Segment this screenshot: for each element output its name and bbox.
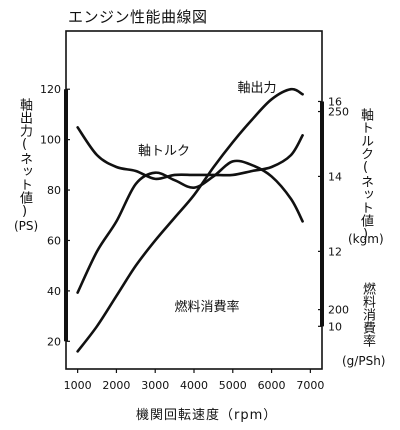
torque-axis-unit: (kgm) (348, 232, 384, 246)
torque-tick-label: 16 (328, 95, 342, 108)
plot-frame (65, 30, 323, 370)
left-tick-label: 20 (47, 335, 61, 348)
torque-tick-label: 12 (328, 245, 342, 258)
series-line (76, 126, 304, 181)
left-tick-label: 60 (47, 234, 61, 247)
series-line (76, 87, 304, 353)
fuel-axis-unit: (g/PSh) (342, 354, 386, 368)
x-tick-label: 1000 (64, 379, 92, 392)
x-tick-label: 2000 (102, 379, 130, 392)
x-tick-label: 4000 (180, 379, 208, 392)
left-axis-label: 軸出力(ネット値) (17, 98, 32, 219)
x-tick-label: 7000 (296, 379, 324, 392)
x-tick-label: 6000 (258, 379, 286, 392)
left-tick-label: 40 (47, 285, 61, 298)
left-tick-label: 80 (47, 184, 61, 197)
torque-tick-label: 10 (328, 320, 342, 333)
x-axis-label: 機関回転速度（rpm） (136, 408, 278, 423)
torque-tick-label: 14 (328, 170, 342, 183)
torque-axis-label: 軸トルク(ネット値) (358, 108, 373, 242)
x-tick-label: 5000 (219, 379, 247, 392)
x-tick-label: 3000 (141, 379, 169, 392)
fuel-tick-label: 200 (328, 304, 349, 317)
series-label: 燃料消費率 (174, 299, 239, 315)
fuel-axis-label: 燃料消費率 (360, 282, 375, 347)
series-label: 軸トルク (138, 144, 190, 159)
series-line (76, 159, 304, 294)
left-tick-label: 100 (40, 134, 61, 147)
fuel-tick-label: 250 (328, 106, 349, 119)
series-label: 軸出力 (237, 81, 276, 96)
chart-title: エンジン性能曲線図 (68, 8, 208, 26)
left-axis-unit: (PS) (14, 219, 39, 233)
left-tick-label: 120 (40, 83, 61, 96)
